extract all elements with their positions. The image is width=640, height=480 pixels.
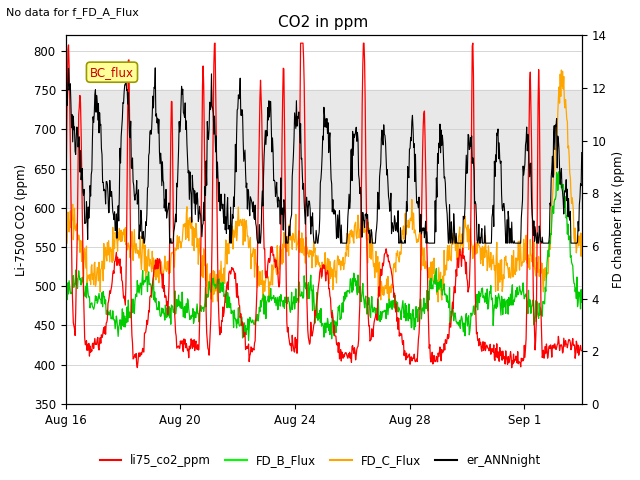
Y-axis label: Li-7500 CO2 (ppm): Li-7500 CO2 (ppm) (15, 164, 28, 276)
Bar (65, 90, 582, 208)
Y-axis label: FD chamber flux (ppm): FD chamber flux (ppm) (612, 151, 625, 288)
Text: No data for f_FD_A_Flux: No data for f_FD_A_Flux (6, 7, 140, 18)
Title: CO2 in ppm: CO2 in ppm (278, 15, 369, 30)
Text: BC_flux: BC_flux (90, 66, 134, 79)
Legend: li75_co2_ppm, FD_B_Flux, FD_C_Flux, er_ANNnight: li75_co2_ppm, FD_B_Flux, FD_C_Flux, er_A… (95, 449, 545, 472)
